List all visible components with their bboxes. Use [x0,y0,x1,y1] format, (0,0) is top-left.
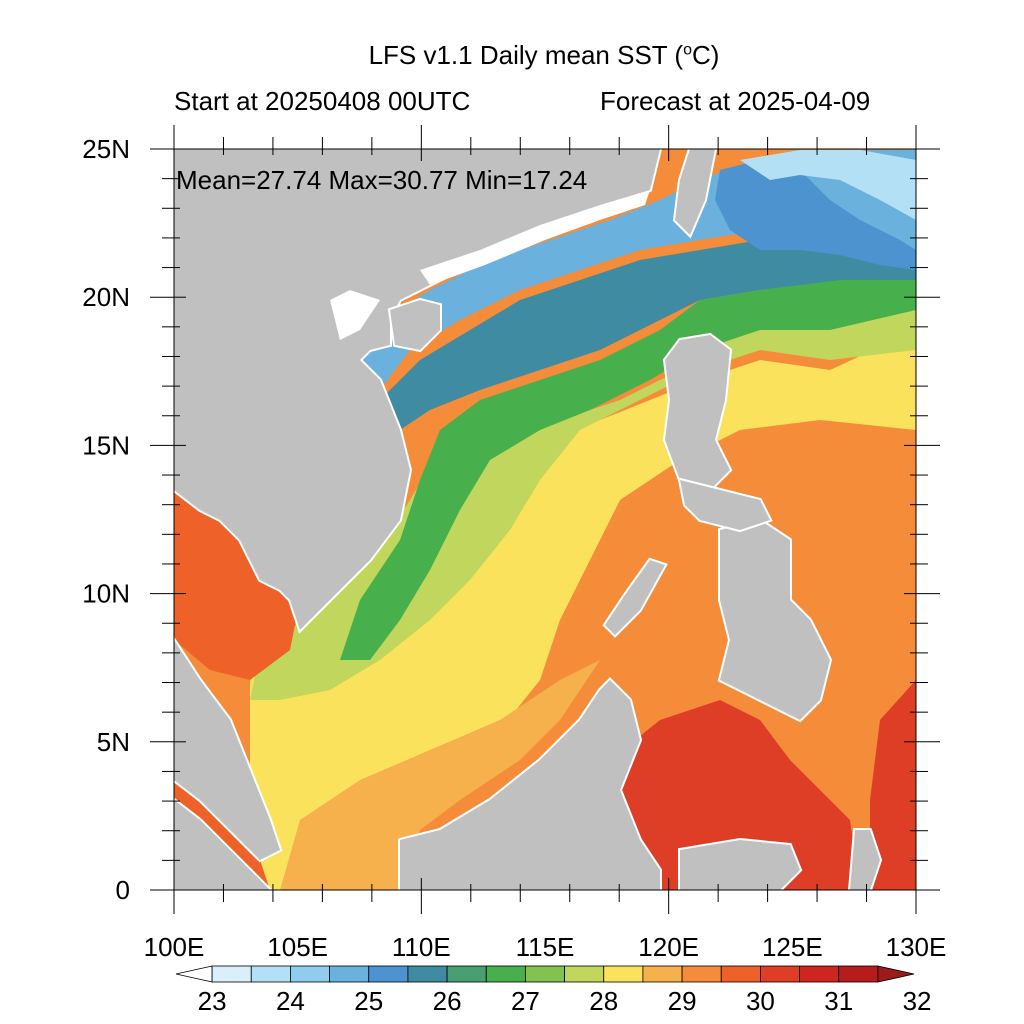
sst-band-27-28 [250,300,916,700]
x-tick-label: 130E [886,932,947,962]
colorbar [175,965,915,983]
colorbar-swatch [603,965,644,983]
colorbar-label: 31 [824,986,853,1016]
colorbar-swatch [525,965,565,983]
colorbar-swatch [329,965,370,983]
colorbar-swatch [799,965,840,983]
coast-rim-north [330,290,380,340]
colorbar-swatch [760,965,800,983]
land-hainan [387,297,442,353]
colorbar-labels: 23 24 25 26 27 28 29 30 31 32 [198,986,932,1016]
sst-warm-pool-east [870,680,916,890]
colorbar-label: 23 [198,986,227,1016]
plot-frame [173,148,917,891]
land-sumatra [174,797,273,890]
colorbar-low-triangle [175,965,213,983]
land [174,149,883,890]
colorbar-swatch [838,965,879,983]
colorbar-label: 29 [668,986,697,1016]
y-tick-label: 25N [82,134,130,164]
x-tick-label: 120E [638,932,699,962]
sst-band-24 [715,160,916,270]
x-tick-label: 115E [516,932,575,962]
colorbar-swatch [407,965,448,983]
colorbar-swatch [446,965,487,983]
sst-warm-pool-south [600,700,860,890]
colorbar-swatch [642,965,683,983]
land-visayas [677,477,773,533]
stats-text: Mean=27.74 Max=30.77 Min=17.24 [176,165,587,195]
sst-band-27 [340,270,916,660]
x-tick-label: 100E [144,932,205,962]
y-tick-label: 10N [82,579,130,609]
colorbar-swatch [564,965,605,983]
y-tick-label: 0 [116,875,130,905]
land-taiwan [672,149,718,239]
colorbar-label: 27 [511,986,540,1016]
x-tick-label: 125E [762,932,823,962]
colorbar-swatch [720,965,761,983]
land-palawan [602,557,668,638]
y-tick-label: 20N [82,282,130,312]
colorbar-swatch [250,965,291,983]
colorbar-high-triangle [877,965,915,983]
land-mindanao [717,517,833,723]
land-borneo [398,677,662,890]
y-axis-labels: 25N 20N 15N 10N 5N 0 [82,134,130,905]
y-tick-label: 15N [82,430,130,460]
sst-band-23 [740,150,916,220]
colorbar-label: 26 [433,986,462,1016]
axis-ticks [150,125,940,914]
x-tick-label: 110E [392,932,451,962]
colorbar-swatch [681,965,722,983]
colorbar-label: 28 [589,986,618,1016]
colorbar-swatch [485,965,526,983]
x-axis-labels: 100E 105E 110E 115E 120E 125E 130E [144,932,947,962]
y-tick-label: 5N [97,727,130,757]
sst-warm-pool-west [174,490,300,680]
colorbar-swatch [368,965,409,983]
colorbar-label: 25 [354,986,383,1016]
colorbar-label: 24 [276,986,305,1016]
map-title: LFS v1.1 Daily mean SST (oC) [368,40,720,70]
land-malay-peninsula [174,636,283,863]
colorbar-swatch [211,965,252,983]
colorbar-swatch [290,965,330,983]
coast-rim-china [420,190,650,285]
start-time-label: Start at 20250408 00UTC [174,86,471,116]
colorbar-label: 32 [903,986,932,1016]
sst-band-28 [250,330,916,890]
sst-band-29-south [280,660,600,890]
land-halmahera [847,828,883,890]
colorbar-label: 30 [746,986,775,1016]
x-tick-label: 105E [267,932,328,962]
sst-field [174,149,916,890]
land-luzon [662,332,733,493]
land-eastern-islands [678,837,803,890]
forecast-time-label: Forecast at 2025-04-09 [600,86,871,116]
